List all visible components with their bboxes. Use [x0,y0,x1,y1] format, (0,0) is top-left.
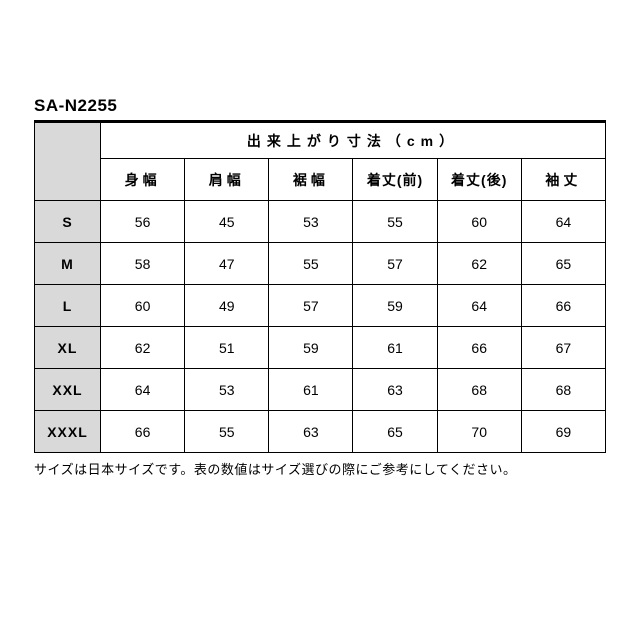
corner-cell [35,123,101,201]
col-header: 袖丈 [521,159,605,201]
cell: 63 [269,411,353,453]
cell: 70 [437,411,521,453]
cell: 60 [101,285,185,327]
cell: 65 [353,411,437,453]
cell: 66 [101,411,185,453]
table-row: M 58 47 55 57 62 65 [35,243,606,285]
cell: 55 [185,411,269,453]
cell: 57 [353,243,437,285]
table-row: XL 62 51 59 61 66 67 [35,327,606,369]
cell: 55 [353,201,437,243]
cell: 62 [101,327,185,369]
cell: 59 [269,327,353,369]
size-label: XXL [35,369,101,411]
cell: 56 [101,201,185,243]
cell: 53 [269,201,353,243]
cell: 51 [185,327,269,369]
cell: 65 [521,243,605,285]
header-group: 出来上がり寸法（cm） [101,123,606,159]
col-header: 裾幅 [269,159,353,201]
cell: 66 [521,285,605,327]
size-label: XXXL [35,411,101,453]
size-label: M [35,243,101,285]
table-row: S 56 45 53 55 60 64 [35,201,606,243]
cell: 68 [521,369,605,411]
table-row: XXXL 66 55 63 65 70 69 [35,411,606,453]
cell: 57 [269,285,353,327]
table-row: L 60 49 57 59 64 66 [35,285,606,327]
cell: 49 [185,285,269,327]
cell: 47 [185,243,269,285]
size-label: XL [35,327,101,369]
cell: 55 [269,243,353,285]
cell: 67 [521,327,605,369]
table-row: XXL 64 53 61 63 68 68 [35,369,606,411]
size-chart-table: 出来上がり寸法（cm） 身幅 肩幅 裾幅 着丈(前) 着丈(後) 袖丈 S 56… [34,122,606,453]
cell: 45 [185,201,269,243]
cell: 60 [437,201,521,243]
col-header: 肩幅 [185,159,269,201]
footer-note: サイズは日本サイズです。表の数値はサイズ選びの際にご参考にしてください。 [34,459,606,478]
cell: 62 [437,243,521,285]
col-header: 着丈(前) [353,159,437,201]
cell: 64 [101,369,185,411]
cell: 61 [353,327,437,369]
cell: 61 [269,369,353,411]
cell: 69 [521,411,605,453]
cell: 68 [437,369,521,411]
cell: 53 [185,369,269,411]
cell: 59 [353,285,437,327]
size-label: S [35,201,101,243]
cell: 58 [101,243,185,285]
cell: 66 [437,327,521,369]
size-label: L [35,285,101,327]
col-header: 着丈(後) [437,159,521,201]
cell: 64 [521,201,605,243]
cell: 63 [353,369,437,411]
col-header: 身幅 [101,159,185,201]
cell: 64 [437,285,521,327]
product-code: SA-N2255 [34,96,606,116]
